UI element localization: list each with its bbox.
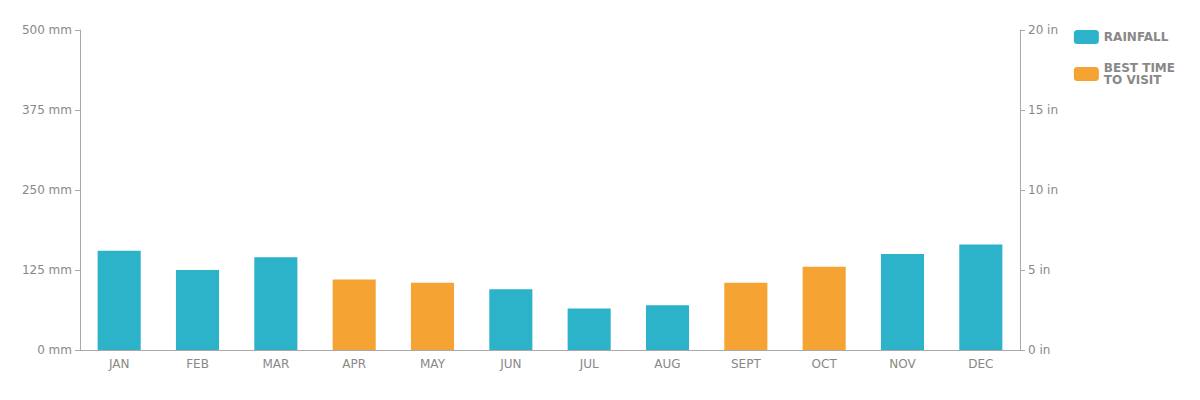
- svg-text:TO VISIT: TO VISIT: [1104, 73, 1162, 87]
- svg-text:500 mm: 500 mm: [22, 23, 72, 37]
- svg-text:0 in: 0 in: [1028, 343, 1050, 357]
- svg-text:20 in: 20 in: [1028, 23, 1058, 37]
- svg-text:RAINFALL: RAINFALL: [1104, 30, 1169, 44]
- svg-text:NOV: NOV: [889, 357, 916, 371]
- svg-text:DEC: DEC: [968, 357, 993, 371]
- svg-text:BEST TIME: BEST TIME: [1103, 61, 1175, 75]
- svg-text:125 mm: 125 mm: [22, 263, 72, 277]
- svg-text:250 mm: 250 mm: [22, 183, 72, 197]
- svg-text:FEB: FEB: [186, 357, 209, 371]
- svg-text:10 in: 10 in: [1028, 183, 1058, 197]
- svg-text:MAY: MAY: [420, 357, 446, 371]
- svg-text:5 in: 5 in: [1028, 263, 1050, 277]
- svg-text:JAN: JAN: [108, 357, 130, 371]
- svg-text:AUG: AUG: [654, 357, 680, 371]
- svg-text:15 in: 15 in: [1028, 103, 1058, 117]
- svg-text:APR: APR: [342, 357, 366, 371]
- svg-text:SEPT: SEPT: [731, 357, 761, 371]
- svg-text:MAR: MAR: [262, 357, 289, 371]
- svg-text:375 mm: 375 mm: [22, 103, 72, 117]
- svg-text:OCT: OCT: [812, 357, 838, 371]
- svg-text:JUL: JUL: [579, 357, 599, 371]
- svg-text:JUN: JUN: [499, 357, 521, 371]
- svg-text:0 mm: 0 mm: [37, 343, 72, 357]
